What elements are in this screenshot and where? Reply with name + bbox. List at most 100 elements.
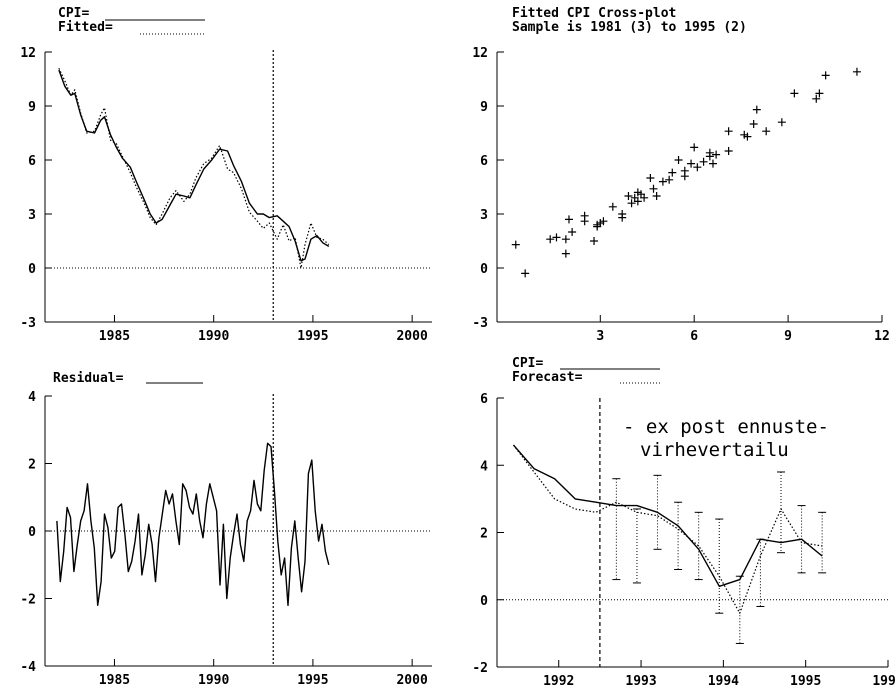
y-tick-label: 6 (28, 154, 36, 169)
y-tick-label: 0 (480, 262, 488, 277)
scatter-point (561, 249, 570, 258)
y-tick-label: 3 (480, 208, 488, 223)
x-tick-label: 1994 (708, 674, 739, 689)
y-tick-label: 0 (28, 525, 36, 540)
fitted-line (58, 67, 330, 269)
scatter-point (521, 269, 530, 278)
y-tick-label: 0 (480, 594, 488, 609)
scatter-point (646, 174, 655, 182)
y-tick-label: 6 (480, 154, 488, 169)
forecast-line (513, 444, 823, 614)
scatter-point (699, 157, 708, 166)
cpi-legend-label-4: CPI= (512, 356, 543, 371)
scatter-point (640, 193, 649, 202)
scatter-point (680, 172, 689, 181)
scatter-point (812, 94, 821, 103)
scatter-point (777, 118, 786, 127)
scatter-point (580, 217, 589, 226)
scatter-point (821, 71, 830, 80)
y-tick-label: 2 (28, 458, 36, 473)
x-tick-label: 9 (784, 329, 792, 344)
cpi-line (512, 444, 823, 587)
x-tick-label: 1995 (297, 329, 328, 344)
x-tick-label: 3 (596, 329, 604, 344)
scatter-point (552, 233, 561, 242)
residual-line (56, 442, 330, 606)
y-tick-label: 2 (480, 527, 488, 542)
scatter-point (568, 228, 577, 236)
crossplot-subtitle: Sample is 1981 (3) to 1995 (2) (512, 20, 747, 35)
y-tick-label: 0 (28, 262, 36, 277)
scatter-point (693, 163, 702, 172)
x-tick-label: 1996 (872, 674, 896, 689)
x-tick-label: 1993 (625, 674, 656, 689)
scatter-point (593, 222, 602, 231)
x-tick-label: 2000 (396, 329, 427, 344)
y-tick-label: 6 (480, 392, 488, 407)
x-tick-label: 2000 (396, 673, 427, 688)
y-tick-label: -2 (20, 593, 36, 608)
y-tick-label: 12 (472, 46, 488, 61)
scatter-point (674, 156, 683, 164)
scatter-point (752, 105, 761, 114)
scatter-point (665, 175, 674, 184)
y-tick-label: 4 (28, 390, 36, 405)
y-tick-label: 12 (20, 46, 36, 61)
crossplot-title: Fitted CPI Cross-plot (512, 6, 676, 21)
scatter-point (852, 67, 861, 76)
y-tick-label: 3 (28, 208, 36, 223)
scatter-point (608, 202, 617, 211)
scatter-point (618, 213, 627, 222)
y-tick-label: 4 (480, 459, 488, 474)
scatter-point (633, 197, 642, 206)
scatter-point (649, 184, 658, 193)
scatter-point (590, 237, 599, 245)
scatter-point (815, 89, 824, 98)
scatter-point (652, 192, 661, 200)
scatter-point (511, 240, 520, 249)
y-tick-label: -3 (472, 316, 488, 331)
scatter-point (705, 152, 714, 161)
scatter-point (546, 235, 555, 244)
x-tick-label: 1985 (99, 329, 130, 344)
scatter-point (564, 215, 573, 224)
scatter-point (624, 192, 633, 200)
annotation-line-1: - ex post ennuste- (623, 416, 829, 438)
y-tick-label: 9 (28, 100, 36, 115)
scatter-point (627, 199, 636, 208)
x-tick-label: 6 (690, 329, 698, 344)
x-tick-label: 1995 (790, 674, 821, 689)
x-tick-label: 1992 (543, 674, 574, 689)
scatter-point (790, 89, 799, 98)
x-tick-label: 1990 (198, 673, 229, 688)
y-tick-label: -4 (20, 660, 36, 675)
scatter-point (743, 132, 752, 141)
scatter-point (724, 147, 733, 155)
scatter-point (668, 168, 677, 177)
cpi-line (58, 69, 330, 262)
x-tick-label: 12 (874, 329, 890, 344)
y-tick-label: -3 (20, 316, 36, 331)
scatter-point (749, 120, 758, 128)
residual-legend-label: Residual= (53, 371, 124, 386)
x-tick-label: 1995 (297, 673, 328, 688)
scatter-point (687, 159, 696, 168)
scatter-point (658, 177, 667, 186)
fitted-legend-label: Fitted= (58, 20, 113, 35)
x-tick-label: 1990 (198, 329, 229, 344)
scatter-point (762, 127, 771, 136)
forecast-legend-label: Forecast= (512, 370, 583, 385)
x-tick-label: 1985 (99, 673, 130, 688)
y-tick-label: -2 (472, 661, 488, 676)
scatter-point (708, 159, 717, 168)
scatter-point (724, 127, 733, 136)
scatter-point (599, 217, 608, 226)
annotation-line-2: virhevertailu (640, 439, 789, 461)
scatter-point (690, 143, 699, 152)
cpi-legend-label: CPI= (58, 6, 89, 21)
y-tick-label: 9 (480, 100, 488, 115)
scatter-point (712, 150, 721, 159)
scatter-point (561, 235, 570, 244)
